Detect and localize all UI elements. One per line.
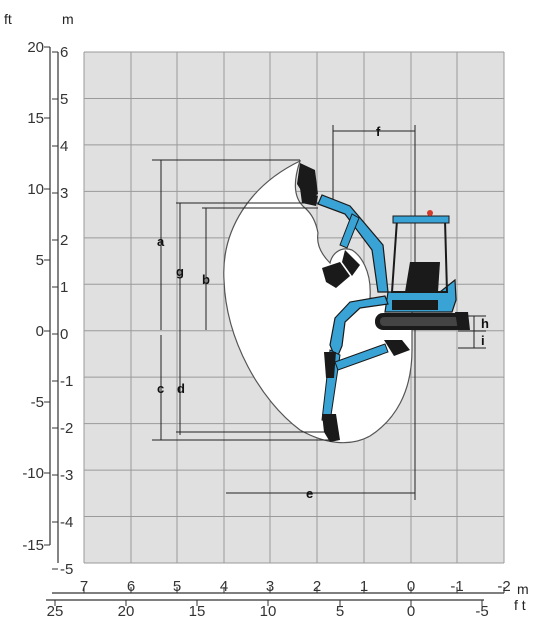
- ft-horizontal-tick-label: 25: [47, 603, 64, 620]
- m-vertical-tick-label: -3: [60, 467, 73, 484]
- ft-horizontal-ticks: 25 20 15 10 5 0 -5: [47, 600, 489, 620]
- dim-label-b: b: [202, 272, 210, 287]
- m-vertical-tick-label: 4: [60, 138, 68, 155]
- m-horizontal-tick-label: -2: [497, 578, 510, 595]
- ft-horizontal-tick-label: 10: [260, 603, 277, 620]
- dim-label-h: h: [481, 316, 489, 331]
- ft-vertical-tick-label: 0: [36, 323, 44, 340]
- m-horizontal-tick-label: 4: [220, 578, 228, 595]
- bottom-ft-unit: f t: [514, 597, 526, 613]
- dim-label-f: f: [376, 124, 381, 139]
- ft-vertical-tick-label: -15: [22, 537, 44, 554]
- bottom-m-unit: m: [517, 581, 529, 597]
- left-ft-unit: ft: [4, 11, 12, 27]
- ft-vertical-tick-label: 5: [36, 252, 44, 269]
- ft-horizontal-tick-label: 5: [336, 603, 344, 620]
- dim-label-d: d: [177, 381, 185, 396]
- dim-label-i: i: [481, 333, 485, 348]
- m-horizontal-tick-label: 1: [360, 578, 368, 595]
- ft-vertical-tick-label: 15: [27, 110, 44, 127]
- dimension-lines: [152, 125, 486, 500]
- ft-vertical-ticks: 20 15 10 5 0 -5 -10 -15: [22, 39, 50, 554]
- m-vertical-tick-label: 6: [60, 44, 68, 61]
- dim-label-g: g: [176, 264, 184, 279]
- m-horizontal-tick-label: 2: [313, 578, 321, 595]
- ft-horizontal-tick-label: 20: [118, 603, 135, 620]
- working-envelope: [223, 159, 413, 444]
- left-m-unit: m: [62, 11, 74, 27]
- ft-horizontal-tick-label: -5: [475, 603, 488, 620]
- m-vertical-tick-label: -5: [60, 561, 73, 578]
- m-vertical-tick-label: 1: [60, 279, 68, 296]
- m-vertical-tick-label: 5: [60, 91, 68, 108]
- m-horizontal-tick-label: 5: [173, 578, 181, 595]
- m-vertical-tick-label: -2: [60, 420, 73, 437]
- m-horizontal-tick-label: -1: [450, 578, 463, 595]
- m-horizontal-tick-label: 7: [80, 578, 88, 595]
- m-horizontal-tick-label: 6: [127, 578, 135, 595]
- m-vertical-ticks: 6 5 4 3 2 1 0 -1 -2 -3 -4 -5: [52, 44, 73, 578]
- mini-excavator-icon: [297, 163, 470, 442]
- ft-vertical-tick-label: -5: [31, 394, 44, 411]
- m-horizontal-tick-label: 0: [407, 578, 415, 595]
- m-vertical-tick-label: -4: [60, 514, 73, 531]
- ft-vertical-tick-label: -10: [22, 465, 44, 482]
- ft-horizontal-tick-label: 0: [407, 603, 415, 620]
- m-vertical-tick-label: 0: [60, 326, 68, 343]
- dim-label-c: c: [157, 381, 164, 396]
- ft-horizontal-tick-label: 15: [189, 603, 206, 620]
- ft-vertical-tick-label: 20: [27, 39, 44, 56]
- m-vertical-tick-label: 2: [60, 232, 68, 249]
- dim-label-a: a: [157, 234, 165, 249]
- m-horizontal-ticks: 7 6 5 4 3 2 1 0 -1 -2: [80, 578, 511, 595]
- ft-vertical-tick-label: 10: [27, 181, 44, 198]
- m-vertical-tick-label: 3: [60, 185, 68, 202]
- m-vertical-tick-label: -1: [60, 373, 73, 390]
- dim-label-e: e: [306, 486, 313, 501]
- m-horizontal-tick-label: 3: [266, 578, 274, 595]
